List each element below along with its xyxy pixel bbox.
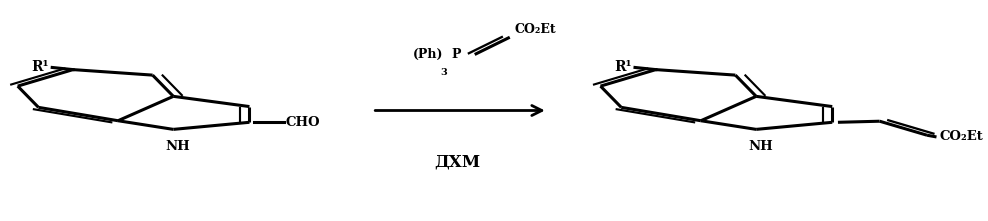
Text: CHO: CHO [286, 116, 320, 129]
Text: CO₂Et: CO₂Et [940, 130, 983, 143]
Text: NH: NH [166, 140, 191, 153]
Text: NH: NH [749, 140, 774, 153]
Text: ДХМ: ДХМ [435, 154, 481, 171]
Text: R¹: R¹ [615, 60, 632, 74]
Text: CO₂Et: CO₂Et [515, 23, 556, 36]
Text: 3: 3 [440, 69, 447, 78]
Text: R¹: R¹ [32, 60, 49, 74]
Text: P: P [451, 48, 460, 61]
Text: (Ph): (Ph) [413, 48, 444, 61]
